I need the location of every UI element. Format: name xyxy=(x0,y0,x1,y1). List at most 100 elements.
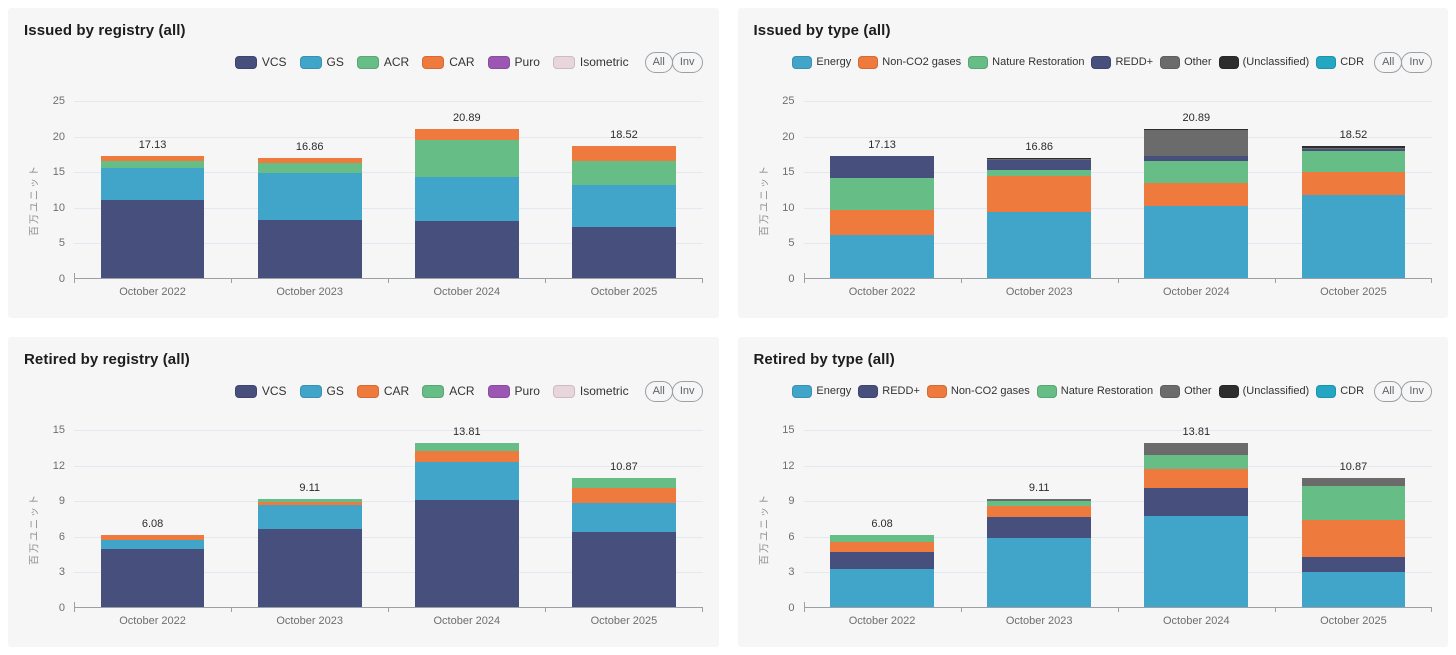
legend-item-nature-restoration[interactable]: Nature Restoration xyxy=(968,56,1084,69)
bar-segment-redd[interactable] xyxy=(830,156,934,178)
legend-item-non-co2-gases[interactable]: Non-CO2 gases xyxy=(858,56,961,69)
legend-item-car[interactable]: CAR xyxy=(357,384,409,398)
legend-swatch-unclassified-icon xyxy=(1219,385,1239,398)
bar-segment-redd[interactable] xyxy=(1144,488,1248,516)
bar-segment-car[interactable] xyxy=(572,146,676,161)
legend-all-button[interactable]: All xyxy=(1374,381,1402,402)
bar-segment-gs[interactable] xyxy=(101,540,205,549)
bar-segment-nature-restoration[interactable] xyxy=(1302,151,1406,172)
bar-segment-non-co2-gases[interactable] xyxy=(987,176,1091,212)
legend-item-vcs[interactable]: VCS xyxy=(235,384,287,398)
bar-segment-acr[interactable] xyxy=(415,443,519,451)
bar-segment-acr[interactable] xyxy=(101,161,205,168)
bar-segment-energy[interactable] xyxy=(830,569,934,607)
bar-segment-gs[interactable] xyxy=(572,185,676,227)
legend-item-vcs[interactable]: VCS xyxy=(235,55,287,69)
bar-segment-gs[interactable] xyxy=(415,462,519,501)
stacked-bar: 18.52 xyxy=(1302,146,1406,278)
bar-segment-acr[interactable] xyxy=(572,478,676,488)
bar-segment-vcs[interactable] xyxy=(258,529,362,607)
bar-segment-gs[interactable] xyxy=(101,168,205,200)
legend-item-gs[interactable]: GS xyxy=(300,384,344,398)
bar-segment-non-co2-gases[interactable] xyxy=(1302,520,1406,557)
bar-segment-vcs[interactable] xyxy=(415,221,519,278)
bar-segment-energy[interactable] xyxy=(987,212,1091,278)
legend-item-gs[interactable]: GS xyxy=(300,55,344,69)
y-axis-tick-label: 6 xyxy=(59,531,65,543)
bar-segment-redd[interactable] xyxy=(830,552,934,569)
bar-segment-car[interactable] xyxy=(415,451,519,461)
bar-segment-acr[interactable] xyxy=(415,140,519,177)
bar-segment-vcs[interactable] xyxy=(572,227,676,278)
bar-segment-nature-restoration[interactable] xyxy=(830,178,934,209)
bar-segment-energy[interactable] xyxy=(830,235,934,278)
bar-segment-non-co2-gases[interactable] xyxy=(830,210,934,235)
legend-item-other[interactable]: Other xyxy=(1160,385,1212,398)
bar-segment-energy[interactable] xyxy=(1144,206,1248,278)
bar-segment-vcs[interactable] xyxy=(101,200,205,278)
legend-item-non-co2-gases[interactable]: Non-CO2 gases xyxy=(927,385,1030,398)
legend-label: CDR xyxy=(1340,56,1364,68)
bar-segment-nature-restoration[interactable] xyxy=(1144,161,1248,183)
bar-segment-gs[interactable] xyxy=(572,503,676,532)
bar-segment-vcs[interactable] xyxy=(415,500,519,607)
bar-segment-vcs[interactable] xyxy=(258,220,362,278)
bar-segment-acr[interactable] xyxy=(572,161,676,184)
bar-segment-nature-restoration[interactable] xyxy=(1144,455,1248,469)
bar-segment-redd[interactable] xyxy=(987,517,1091,537)
legend-item-unclassified[interactable]: (Unclassified) xyxy=(1219,385,1310,398)
bar-segment-energy[interactable] xyxy=(987,538,1091,607)
bar-segment-gs[interactable] xyxy=(415,177,519,221)
legend-all-button[interactable]: All xyxy=(1374,52,1402,73)
legend-inv-button[interactable]: Inv xyxy=(672,381,703,402)
bar-segment-gs[interactable] xyxy=(258,505,362,529)
bar-segment-other[interactable] xyxy=(1302,478,1406,486)
bar-segment-nature-restoration[interactable] xyxy=(830,535,934,542)
legend-item-isometric[interactable]: Isometric xyxy=(553,55,629,69)
legend-swatch-puro-icon xyxy=(488,56,510,69)
bar-segment-redd[interactable] xyxy=(987,160,1091,170)
legend-item-puro[interactable]: Puro xyxy=(488,55,540,69)
bar-segment-non-co2-gases[interactable] xyxy=(1144,469,1248,488)
legend-item-redd[interactable]: REDD+ xyxy=(1091,56,1153,69)
legend-item-car[interactable]: CAR xyxy=(422,55,474,69)
legend-item-isometric[interactable]: Isometric xyxy=(553,384,629,398)
legend-item-acr[interactable]: ACR xyxy=(357,55,409,69)
bar-segment-acr[interactable] xyxy=(258,163,362,173)
legend-item-redd[interactable]: REDD+ xyxy=(858,385,920,398)
legend-all-button[interactable]: All xyxy=(645,52,673,73)
bar-segment-other[interactable] xyxy=(1144,130,1248,156)
legend-item-cdr[interactable]: CDR xyxy=(1316,56,1364,69)
bar-segment-nature-restoration[interactable] xyxy=(1302,486,1406,520)
bar-segment-non-co2-gases[interactable] xyxy=(987,506,1091,518)
legend-item-unclassified[interactable]: (Unclassified) xyxy=(1219,56,1310,69)
legend-item-other[interactable]: Other xyxy=(1160,56,1212,69)
bar-segment-car[interactable] xyxy=(415,129,519,140)
bar-segment-vcs[interactable] xyxy=(572,532,676,607)
legend-item-nature-restoration[interactable]: Nature Restoration xyxy=(1037,385,1153,398)
bar-segment-vcs[interactable] xyxy=(101,549,205,607)
legend-label: VCS xyxy=(262,384,287,398)
bar-segment-other[interactable] xyxy=(1144,443,1248,455)
legend-item-puro[interactable]: Puro xyxy=(488,384,540,398)
bar-segment-non-co2-gases[interactable] xyxy=(1302,172,1406,195)
bar-segment-redd[interactable] xyxy=(1302,557,1406,572)
bar-segment-gs[interactable] xyxy=(258,173,362,220)
bar-segment-non-co2-gases[interactable] xyxy=(830,542,934,552)
bar-segment-energy[interactable] xyxy=(1302,572,1406,607)
stacked-bar: 9.11 xyxy=(258,499,362,607)
bar-segment-car[interactable] xyxy=(572,488,676,503)
legend-item-energy[interactable]: Energy xyxy=(792,56,851,69)
bar-segment-energy[interactable] xyxy=(1144,516,1248,607)
legend-item-acr[interactable]: ACR xyxy=(422,384,474,398)
legend-inv-button[interactable]: Inv xyxy=(672,52,703,73)
bar-segment-non-co2-gases[interactable] xyxy=(1144,183,1248,206)
legend-inv-button[interactable]: Inv xyxy=(1401,52,1432,73)
bar-segment-energy[interactable] xyxy=(1302,195,1406,278)
legend-inv-button[interactable]: Inv xyxy=(1401,381,1432,402)
legend-item-energy[interactable]: Energy xyxy=(792,385,851,398)
legend-all-button[interactable]: All xyxy=(645,381,673,402)
legend-item-cdr[interactable]: CDR xyxy=(1316,385,1364,398)
